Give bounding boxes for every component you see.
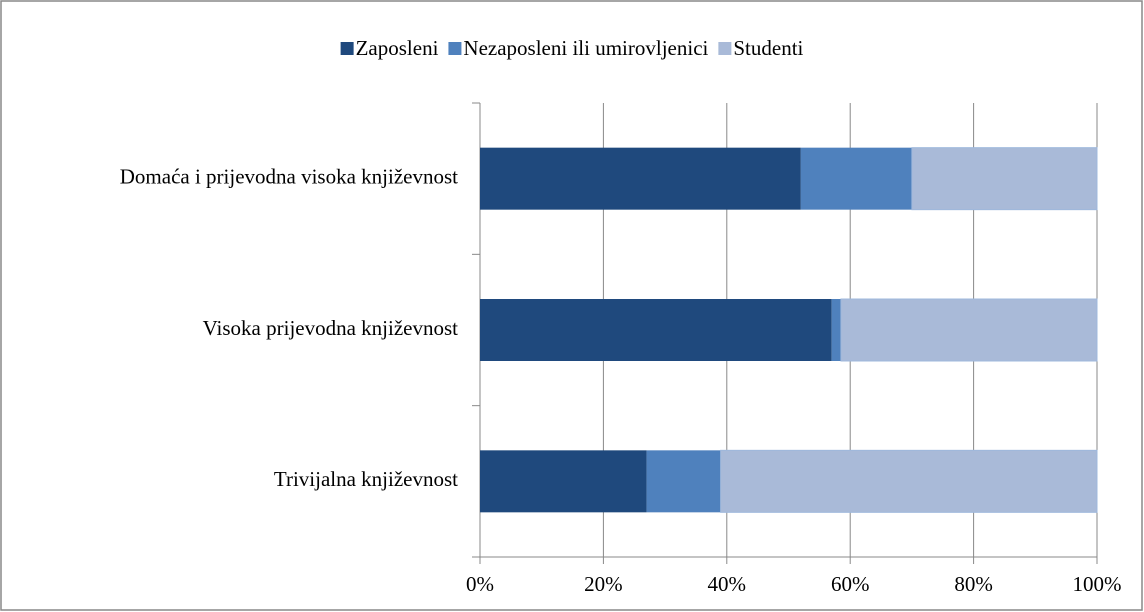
y-tick-label: Visoka prijevodna književnost: [203, 316, 459, 340]
x-tick-label: 40%: [708, 572, 747, 596]
legend-label: Zaposleni: [356, 36, 439, 60]
bar-segment: [911, 147, 1098, 211]
x-tick-label: 20%: [584, 572, 623, 596]
bar-segment: [831, 299, 841, 361]
y-tick-label: Domaća i prijevodna visoka književnost: [120, 164, 458, 188]
bar-segment: [840, 298, 1098, 362]
x-tick-label: 100%: [1073, 572, 1122, 596]
bar-segment: [480, 147, 801, 210]
legend-label: Studenti: [733, 36, 803, 60]
bar-segment: [480, 299, 832, 361]
bar-segment: [480, 450, 647, 513]
legend-swatch: [718, 42, 732, 55]
bar-segment: [800, 147, 912, 210]
legend-swatch: [340, 42, 354, 55]
legend-swatch: [448, 42, 462, 55]
bar-segment: [646, 450, 721, 513]
y-tick-label: Trivijalna književnost: [274, 467, 458, 491]
legend-label: Nezaposleni ili umirovljenici: [463, 36, 708, 60]
x-tick-label: 0%: [466, 572, 494, 596]
x-tick-label: 60%: [831, 572, 870, 596]
x-tick-label: 80%: [954, 572, 993, 596]
bar-segment: [720, 449, 1098, 513]
